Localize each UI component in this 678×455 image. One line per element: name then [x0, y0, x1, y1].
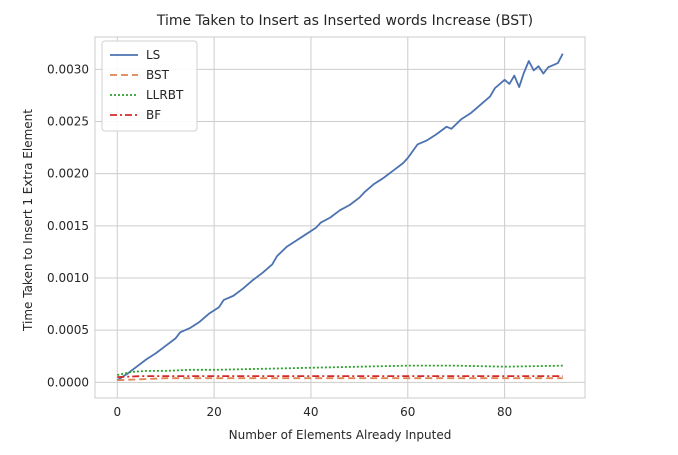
y-tick-label: 0.0025	[47, 115, 89, 129]
legend-label-ls: LS	[146, 48, 160, 62]
x-axis-label: Number of Elements Already Inputed	[229, 428, 452, 442]
legend-label-bst: BST	[146, 68, 170, 82]
y-tick-label: 0.0030	[47, 62, 89, 76]
x-tick-label: 40	[303, 405, 318, 419]
x-tick-label: 0	[113, 405, 121, 419]
legend-box	[101, 40, 198, 132]
plot-border	[94, 36, 586, 399]
y-tick-label: 0.0015	[47, 219, 89, 233]
y-axis-label: Time Taken to Insert 1 Extra Element	[21, 109, 35, 332]
y-tick-label: 0.0020	[47, 167, 89, 181]
x-tick-label: 80	[497, 405, 512, 419]
y-tick-label: 0.0010	[47, 271, 89, 285]
series-line-ls	[116, 53, 564, 382]
y-tick-label: 0.0005	[47, 323, 89, 337]
series-line-bst	[117, 377, 563, 382]
chart-title: Time Taken to Insert as Inserted words I…	[156, 13, 533, 29]
x-tick-label: 60	[400, 405, 415, 419]
legend-label-llrbt: LLRBT	[146, 88, 184, 102]
legend: LS BST LLRBT BF	[101, 40, 198, 132]
series-line-llrbt	[117, 364, 563, 376]
legend-label-bf: BF	[146, 108, 161, 122]
y-tick-label: 0.0000	[47, 375, 89, 389]
x-tick-label: 20	[206, 405, 221, 419]
